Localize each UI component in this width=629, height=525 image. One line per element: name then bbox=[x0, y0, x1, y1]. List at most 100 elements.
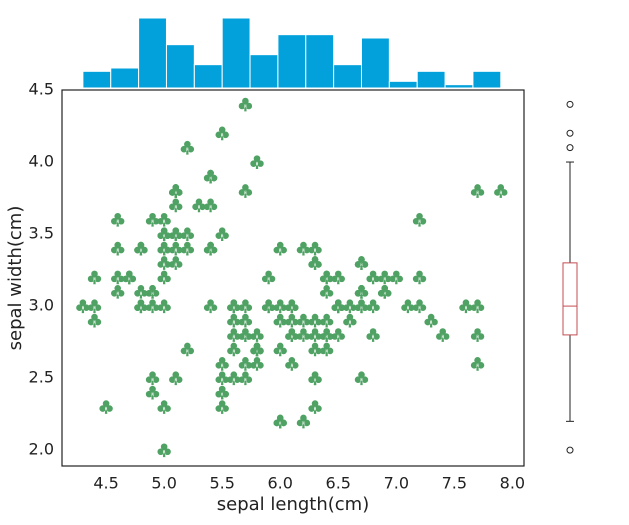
point bbox=[238, 357, 253, 371]
x-tick-label: 8.0 bbox=[500, 474, 525, 493]
point bbox=[308, 241, 322, 256]
point bbox=[389, 270, 404, 285]
point bbox=[203, 299, 218, 314]
point bbox=[157, 270, 171, 285]
point bbox=[261, 270, 276, 285]
point bbox=[378, 270, 392, 285]
point bbox=[412, 270, 427, 285]
histogram-bar bbox=[388, 80, 418, 89]
point bbox=[99, 400, 113, 414]
point bbox=[308, 256, 322, 270]
point bbox=[227, 342, 241, 357]
point bbox=[412, 212, 427, 227]
point bbox=[308, 342, 322, 357]
point bbox=[227, 313, 241, 328]
point bbox=[308, 371, 322, 386]
x-axis-label: sepal length(cm) bbox=[217, 494, 369, 515]
point bbox=[273, 313, 287, 328]
point bbox=[238, 313, 253, 328]
point bbox=[192, 198, 206, 213]
point bbox=[215, 126, 229, 141]
point bbox=[378, 284, 392, 299]
x-tick-label: 6.5 bbox=[326, 474, 351, 493]
point bbox=[134, 284, 148, 299]
point bbox=[157, 241, 171, 256]
point bbox=[343, 313, 357, 328]
y-tick-label: 4.5 bbox=[29, 80, 54, 99]
point bbox=[145, 385, 160, 400]
y-tick-label: 2.0 bbox=[29, 440, 54, 459]
histogram-bar bbox=[82, 70, 112, 89]
point bbox=[238, 328, 253, 342]
point bbox=[319, 328, 334, 342]
histogram-bar bbox=[277, 34, 307, 89]
outlier bbox=[566, 129, 574, 137]
histogram-bar bbox=[221, 17, 251, 89]
point bbox=[273, 342, 287, 357]
point bbox=[412, 299, 427, 314]
point bbox=[227, 328, 241, 342]
y-axis-label: sepal width(cm) bbox=[5, 206, 26, 351]
point bbox=[470, 357, 485, 371]
point bbox=[169, 198, 183, 213]
box bbox=[562, 262, 578, 336]
point bbox=[238, 184, 253, 198]
point bbox=[285, 357, 299, 371]
histogram-bar bbox=[360, 37, 390, 89]
point bbox=[494, 184, 508, 198]
point bbox=[366, 299, 380, 314]
point bbox=[134, 241, 148, 256]
point bbox=[273, 241, 287, 256]
histogram-bar bbox=[138, 17, 167, 89]
histogram-bar bbox=[444, 84, 474, 89]
x-tick-label: 7.5 bbox=[442, 474, 467, 493]
histogram-bar bbox=[110, 67, 140, 89]
point bbox=[227, 371, 241, 386]
histogram-bar bbox=[305, 34, 335, 89]
point bbox=[145, 284, 160, 299]
point bbox=[215, 227, 229, 242]
point bbox=[273, 299, 287, 314]
point bbox=[169, 227, 183, 242]
point bbox=[180, 140, 195, 155]
point bbox=[87, 313, 102, 328]
point bbox=[157, 256, 171, 270]
plot-frame bbox=[61, 89, 525, 467]
point bbox=[238, 97, 253, 112]
point bbox=[285, 299, 299, 314]
histogram-bar bbox=[249, 54, 279, 89]
histogram-bar bbox=[333, 64, 362, 89]
point bbox=[296, 313, 311, 328]
point bbox=[319, 313, 334, 328]
point bbox=[145, 299, 160, 314]
outlier bbox=[566, 446, 574, 454]
point bbox=[180, 342, 195, 357]
point bbox=[169, 241, 183, 256]
point bbox=[111, 284, 125, 299]
point bbox=[250, 342, 264, 357]
point bbox=[366, 270, 380, 285]
point bbox=[215, 400, 229, 414]
point bbox=[157, 227, 171, 242]
point bbox=[250, 357, 264, 371]
point bbox=[215, 371, 229, 386]
point bbox=[169, 371, 183, 386]
point bbox=[134, 299, 148, 314]
point bbox=[354, 256, 369, 270]
point bbox=[157, 212, 171, 227]
x-tick-label: 5.0 bbox=[151, 474, 176, 493]
point bbox=[122, 270, 137, 285]
point bbox=[470, 328, 485, 342]
histogram-bar bbox=[472, 70, 502, 89]
point bbox=[366, 328, 380, 342]
point bbox=[296, 328, 311, 342]
point bbox=[180, 241, 195, 256]
point bbox=[157, 299, 171, 314]
point bbox=[470, 184, 485, 198]
point bbox=[308, 313, 322, 328]
point bbox=[111, 241, 125, 256]
point bbox=[203, 241, 218, 256]
point bbox=[203, 198, 218, 213]
outlier bbox=[566, 144, 574, 152]
point bbox=[250, 155, 264, 170]
